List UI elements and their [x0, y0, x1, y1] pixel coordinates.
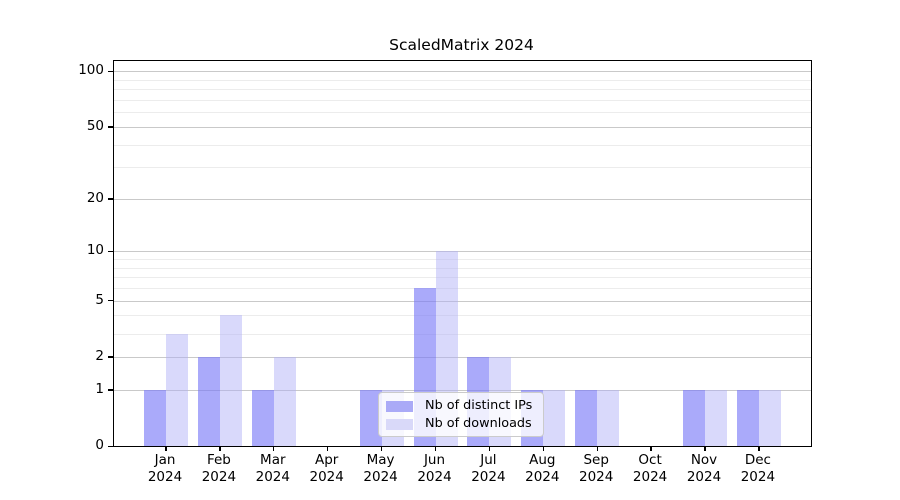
y-tick-label-5: 5 [95, 291, 104, 308]
chart-title: ScaledMatrix 2024 [389, 36, 534, 54]
bar-downloads-dec [758, 389, 781, 446]
gridline-minor-90 [114, 79, 811, 81]
gridline-minor-4 [114, 315, 811, 317]
gridline-minor-6 [114, 288, 811, 290]
x-tick-jul [488, 446, 491, 451]
gridline-minor-40 [114, 144, 811, 146]
y-tick-20 [107, 198, 113, 200]
x-tick-label-dec: Dec 2024 [740, 452, 776, 485]
gridline-minor-8 [114, 267, 811, 269]
x-tick-mar [273, 446, 275, 451]
legend-label-downloads: Nb of downloads [425, 416, 532, 431]
bar-ips-feb [197, 356, 220, 446]
plot-area [107, 60, 812, 451]
x-tick-apr [327, 446, 329, 451]
gridline-minor-9 [114, 259, 811, 261]
gridline-major-50 [114, 126, 811, 128]
y-tick-100 [107, 70, 113, 73]
gridline-major-2 [114, 356, 811, 358]
legend-entry-downloads: Nb of downloads [386, 416, 535, 432]
x-tick-label-apr: Apr 2024 [309, 452, 344, 485]
bar-downloads-jan [166, 333, 188, 446]
y-tick-label-20: 20 [86, 189, 104, 206]
bar-downloads-sep [597, 389, 620, 446]
gridline-minor-70 [114, 100, 811, 102]
x-tick-label-feb: Feb 2024 [201, 452, 237, 485]
y-tick-label-10: 10 [86, 242, 104, 259]
legend-label-distinct-ips: Nb of distinct IPs [425, 398, 533, 413]
bar-ips-nov [683, 389, 705, 446]
bar-ips-jan [144, 389, 166, 446]
x-tick-dec [758, 446, 760, 451]
y-tick-10 [107, 250, 113, 253]
y-tick-label-1: 1 [95, 380, 104, 397]
x-tick-label-sep: Sep 2024 [579, 452, 614, 485]
y-tick-0 [107, 445, 113, 447]
y-tick-label-50: 50 [86, 117, 104, 134]
gridline-minor-7 [114, 277, 811, 279]
gridline-major-5 [114, 300, 811, 302]
x-tick-label-nov: Nov 2024 [686, 452, 722, 485]
bar-downloads-aug [543, 389, 566, 446]
y-tick-5 [107, 300, 113, 302]
x-tick-may [380, 446, 383, 451]
gridline-major-20 [114, 198, 811, 200]
gridline-major-1 [114, 389, 811, 391]
y-tick-label-0: 0 [95, 437, 104, 453]
gridline-minor-80 [114, 89, 811, 91]
x-tick-nov [704, 446, 706, 451]
gridline-major-10 [114, 251, 811, 253]
x-tick-label-aug: Aug 2024 [525, 452, 560, 485]
y-tick-label-2: 2 [95, 347, 104, 364]
y-tick-1 [107, 389, 113, 391]
x-tick-feb [219, 446, 221, 451]
bar-ips-sep [575, 389, 598, 446]
y-tick-2 [107, 356, 113, 358]
gridline-minor-3 [114, 333, 811, 335]
x-tick-aug [542, 446, 544, 451]
gridline-major-100 [114, 71, 811, 73]
x-tick-jan [165, 446, 167, 451]
bar-ips-dec [736, 389, 759, 446]
legend: Nb of distinct IPs Nb of downloads [378, 392, 544, 437]
bar-downloads-mar [273, 356, 296, 446]
gridline-minor-30 [114, 167, 811, 169]
legend-swatch-distinct-ips [386, 400, 413, 412]
y-tick-label-100: 100 [78, 62, 104, 79]
y-tick-50 [107, 126, 113, 128]
x-tick-label-may: May 2024 [363, 452, 398, 485]
x-tick-label-oct: Oct 2024 [632, 452, 668, 485]
legend-swatch-downloads [386, 418, 413, 430]
x-tick-sep [596, 446, 598, 451]
x-tick-label-mar: Mar 2024 [255, 452, 290, 485]
legend-entry-distinct-ips: Nb of distinct IPs [386, 398, 535, 414]
bar-ips-may [359, 389, 382, 446]
x-tick-label-jun: Jun 2024 [417, 452, 452, 485]
x-tick-jun [434, 446, 437, 451]
bar-downloads-nov [705, 389, 727, 446]
x-tick-oct [650, 446, 652, 451]
gridline-minor-60 [114, 112, 811, 114]
x-tick-label-jan: Jan 2024 [147, 452, 183, 485]
bar-downloads-feb [219, 315, 242, 446]
x-tick-label-jul: Jul 2024 [471, 452, 506, 485]
bar-ips-mar [251, 389, 274, 446]
